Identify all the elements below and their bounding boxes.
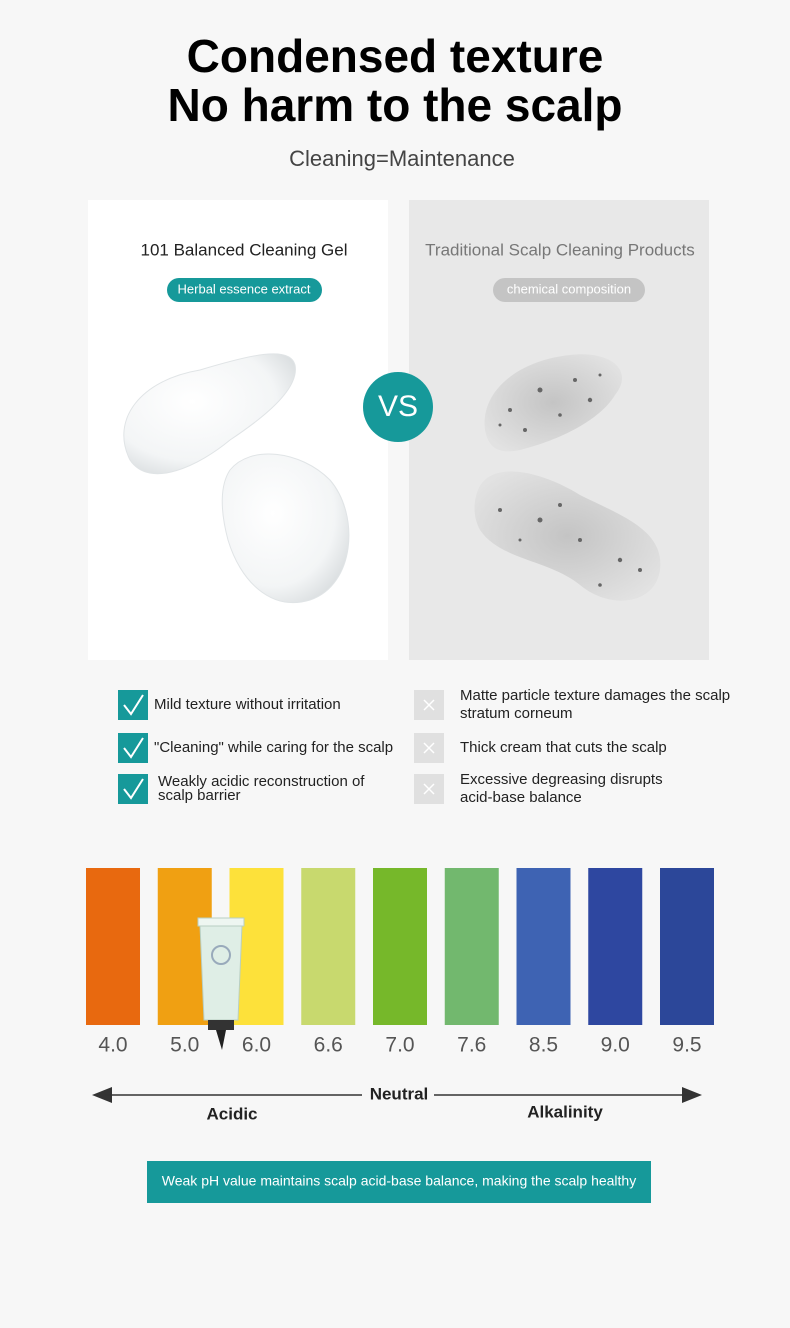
axis-right: Alkalinity: [527, 1102, 603, 1121]
gel-image: [123, 353, 350, 603]
check-mark: [123, 694, 144, 716]
axis-center: Neutral: [370, 1084, 429, 1103]
con-text: Excessive degreasing disrupts: [460, 771, 663, 788]
check-box: [118, 733, 148, 763]
badge: chemical composition: [507, 281, 631, 296]
product-tube: [197, 917, 245, 1050]
ph-swatch: [516, 868, 571, 1025]
panel-title: Traditional Scalp Cleaning Products: [425, 240, 695, 259]
vs-circle: [363, 372, 433, 442]
ph-swatch: [373, 868, 427, 1025]
con-text: stratum corneum: [460, 705, 573, 722]
ph-label: 6.0: [242, 1034, 271, 1057]
check-box: [118, 690, 148, 720]
badge: Herbal essence extract: [178, 281, 311, 296]
ph-label: 8.5: [529, 1034, 558, 1057]
panel-title: 101 Balanced Cleaning Gel: [141, 240, 348, 259]
ph-label: 6.6: [314, 1034, 343, 1057]
badge-bg: [167, 278, 322, 302]
check-mark: [123, 737, 144, 759]
badge-bg: [493, 278, 645, 302]
title-line: Condensed texture: [187, 30, 604, 82]
ph-swatch: [444, 868, 499, 1025]
pro-text: scalp barrier: [158, 787, 241, 804]
cross-mark: [423, 742, 435, 754]
pro-text: Weakly acidic reconstruction of: [158, 773, 365, 790]
paste-image: [474, 354, 661, 601]
ph-swatch: [86, 868, 140, 1025]
ph-label: 7.6: [457, 1034, 486, 1057]
cross-mark: [423, 783, 435, 795]
axis-left: Acidic: [206, 1104, 257, 1123]
ph-swatch: [660, 868, 714, 1025]
ph-label: 5.0: [170, 1034, 199, 1057]
cross-mark: [423, 699, 435, 711]
footer-banner: [147, 1161, 651, 1203]
pro-text: Mild texture without irritation: [154, 696, 341, 713]
con-text: Thick cream that cuts the scalp: [460, 739, 667, 756]
pro-text: "Cleaning" while caring for the scalp: [154, 739, 393, 756]
con-text: acid-base balance: [460, 789, 582, 806]
con-text: Matte particle texture damages the scalp: [460, 687, 730, 704]
ph-label: 9.5: [672, 1034, 701, 1057]
check-mark: [123, 778, 144, 800]
ph-label: 7.0: [385, 1034, 414, 1057]
subtitle: Cleaning=Maintenance: [289, 146, 515, 171]
vs-label: VS: [378, 390, 418, 423]
arrow-head: [682, 1087, 702, 1103]
ph-label: 4.0: [98, 1034, 127, 1057]
footer-text: Weak pH value maintains scalp acid-base …: [162, 1173, 636, 1189]
ph-swatch: [301, 868, 356, 1025]
arrow-head: [92, 1087, 112, 1103]
ph-swatch: [588, 868, 643, 1025]
check-box: [118, 774, 148, 804]
title-line: No harm to the scalp: [168, 79, 623, 131]
ph-label: 9.0: [601, 1034, 630, 1057]
